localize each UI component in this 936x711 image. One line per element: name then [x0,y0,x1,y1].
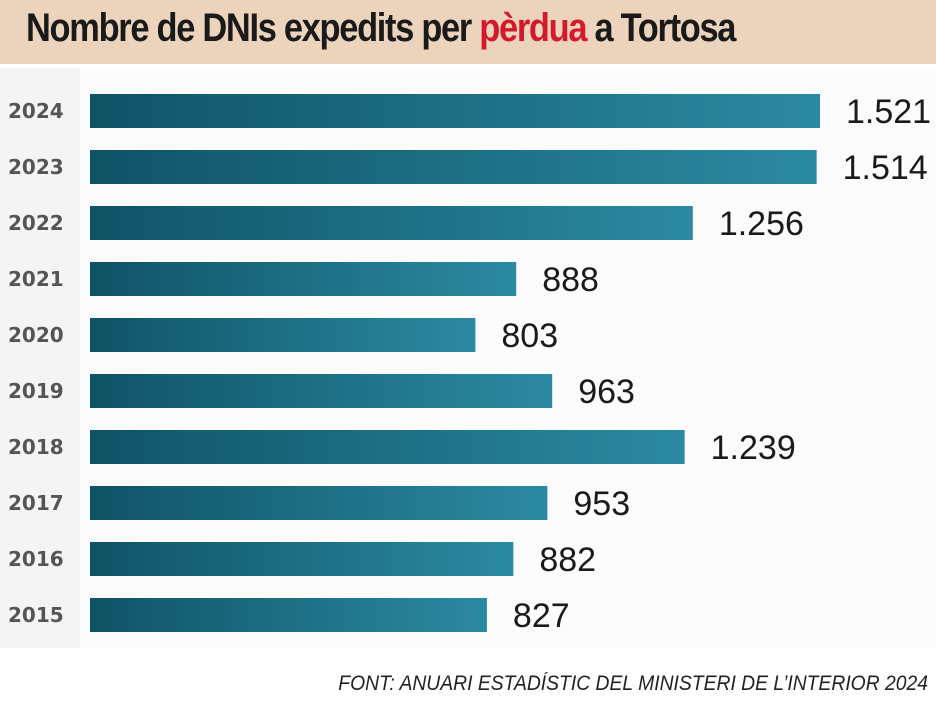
bar-2021 [90,262,517,296]
bar-2017 [90,486,548,520]
year-label: 2016 [8,547,64,571]
chart-title: Nombre de DNIs expedits per pèrdua a Tor… [26,6,736,51]
title-banner: Nombre de DNIs expedits per pèrdua a Tor… [0,0,936,64]
value-label: 803 [501,317,558,355]
value-label: 888 [542,261,599,299]
year-label: 2018 [8,435,64,459]
year-label: 2022 [8,211,64,235]
value-label: 1.514 [843,149,928,187]
value-label: 882 [539,541,596,579]
bar-2020 [90,318,476,352]
title-suffix: a Tortosa [586,6,736,50]
bar-2019 [90,374,553,408]
value-label: 1.239 [711,429,796,467]
title-highlight: pèrdua [479,6,587,50]
bars-group: 2024 1.521 2023 1.514 2022 1.256 2021 888 2020 80… [8,93,931,635]
bar-2022 [90,206,693,240]
value-label: 963 [578,373,635,411]
bar-2015 [90,598,487,632]
bar-2024 [90,94,820,128]
bar-2023 [90,150,817,184]
value-label: 953 [573,485,630,523]
source-note: FONT: ANUARI ESTADÍSTIC DEL MINISTERI DE… [338,672,928,695]
value-label: 827 [513,597,570,635]
year-label: 2019 [8,379,64,403]
year-label: 2024 [8,99,64,123]
bar-2016 [90,542,514,576]
year-label: 2017 [8,491,64,515]
year-label: 2020 [8,323,64,347]
year-label: 2021 [8,267,64,291]
bar-2018 [90,430,685,464]
year-label: 2023 [8,155,64,179]
year-label: 2015 [8,603,64,627]
category-axis-panel [0,68,80,648]
value-label: 1.521 [846,93,931,131]
title-prefix: Nombre de DNIs expedits per [26,6,480,50]
value-label: 1.256 [719,205,804,243]
